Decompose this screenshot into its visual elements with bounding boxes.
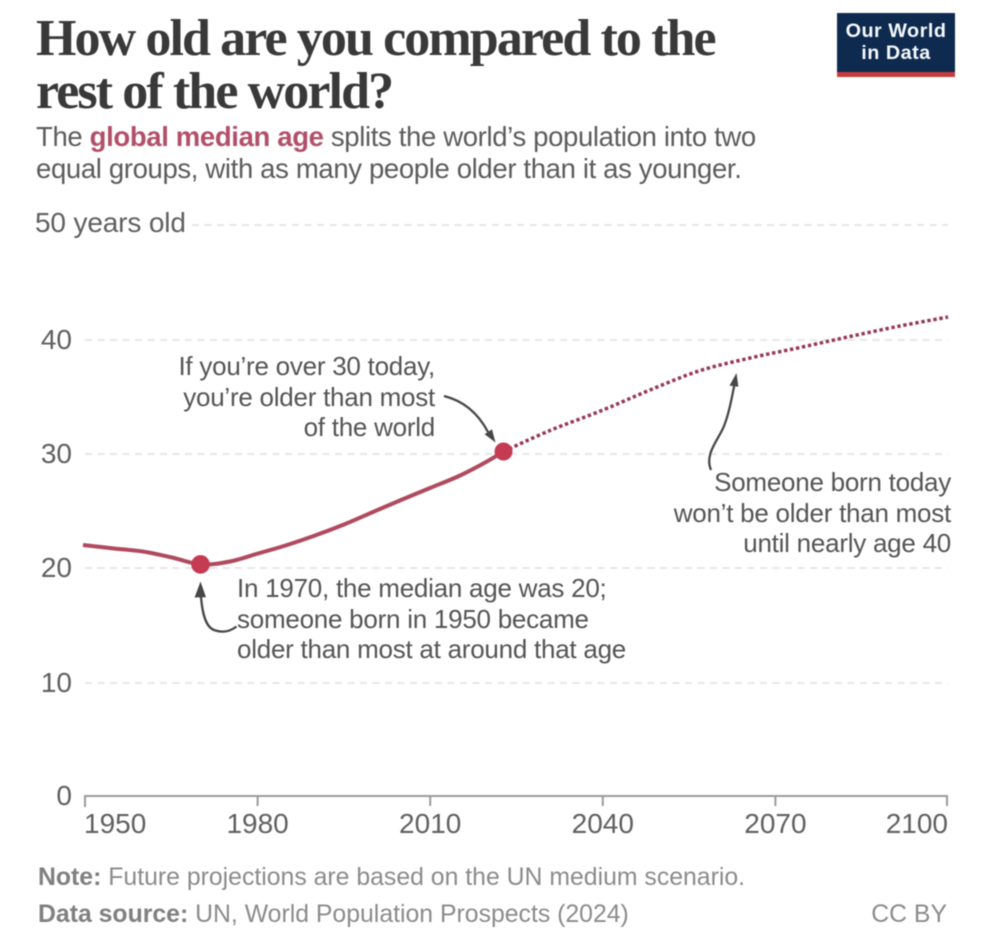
svg-text:10: 10 [41,667,72,698]
svg-text:2040: 2040 [572,808,634,839]
svg-text:20: 20 [41,552,72,583]
svg-text:30: 30 [41,438,72,469]
svg-text:1950: 1950 [84,808,146,839]
svg-text:2100: 2100 [886,808,948,839]
svg-text:2070: 2070 [744,808,806,839]
svg-text:40: 40 [41,324,72,355]
svg-text:2010: 2010 [399,808,461,839]
svg-text:0: 0 [56,780,72,811]
svg-text:50 years old: 50 years old [35,207,186,238]
svg-text:1980: 1980 [226,808,288,839]
